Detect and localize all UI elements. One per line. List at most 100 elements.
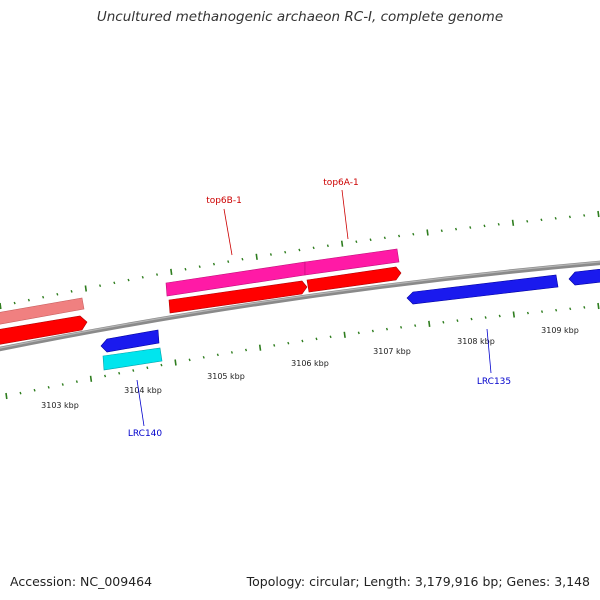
outer-tick xyxy=(56,292,59,296)
inner-tick xyxy=(188,358,191,362)
tick-label: 3104 kbp xyxy=(124,386,162,395)
outer-tick xyxy=(170,268,173,276)
inner-tick xyxy=(146,366,149,370)
tick-label: 3105 kbp xyxy=(207,372,245,381)
gene-arrow-LRC135[interactable] xyxy=(406,274,559,305)
inner-tick xyxy=(202,356,205,359)
genome-backbone xyxy=(0,260,600,352)
outer-tick xyxy=(255,253,258,260)
outer-tick xyxy=(269,253,272,256)
inner-tick xyxy=(104,374,107,378)
inner-tick xyxy=(287,341,290,345)
outer-tick xyxy=(511,219,515,226)
gene-arrow-forward-red-mid[interactable] xyxy=(168,280,308,314)
inner-tick xyxy=(357,331,360,335)
outer-tick xyxy=(383,236,386,240)
inner-tick xyxy=(385,327,389,331)
outer-tick xyxy=(568,215,571,219)
gene-arrow-LRC140[interactable] xyxy=(100,329,160,353)
outer-tick xyxy=(454,227,458,231)
outer-tick xyxy=(70,290,73,293)
inner-tick xyxy=(569,307,572,311)
inner-tick xyxy=(230,351,233,354)
inner-tick xyxy=(301,339,304,343)
inner-tick xyxy=(89,375,93,382)
tick-label: 3106 kbp xyxy=(291,359,329,368)
outer-tick xyxy=(284,250,287,254)
outer-tick xyxy=(369,238,372,242)
inner-tick xyxy=(456,319,459,322)
inner-tick xyxy=(484,316,487,319)
outer-tick xyxy=(497,222,500,226)
inner-tick xyxy=(371,329,374,333)
leader-line-top6B-1 xyxy=(223,208,233,256)
outer-tick-track xyxy=(0,210,600,310)
outer-tick xyxy=(298,248,301,252)
inner-tick xyxy=(258,344,262,351)
gene-arrow-forward-red-left[interactable] xyxy=(0,315,88,346)
outer-tick xyxy=(340,240,344,247)
inner-tick xyxy=(442,320,445,324)
inner-tick xyxy=(5,392,8,400)
outer-tick xyxy=(554,217,557,220)
outer-tick xyxy=(155,273,159,276)
inner-tick xyxy=(583,306,586,309)
outer-tick xyxy=(483,224,486,228)
outer-tick xyxy=(127,278,130,282)
outer-tick xyxy=(141,275,144,279)
gene-arrow-forward-light[interactable] xyxy=(0,297,85,326)
inner-tick xyxy=(498,314,501,318)
inner-tick xyxy=(118,371,121,375)
inner-tick xyxy=(19,391,22,395)
genome-summary-text: Topology: circular; Length: 3,179,916 bp… xyxy=(246,574,590,589)
inner-tick xyxy=(160,363,163,367)
gene-arrow-reverse-edge[interactable] xyxy=(568,268,600,286)
outer-tick xyxy=(241,257,244,261)
inner-tick xyxy=(414,324,417,327)
inner-tick xyxy=(132,369,135,372)
outer-tick xyxy=(326,244,329,248)
inner-tick xyxy=(470,317,473,321)
accession-text: Accession: NC_009464 xyxy=(10,574,153,589)
gene-arrow-reverse-cyan[interactable] xyxy=(102,347,163,371)
tick-label: 3108 kbp xyxy=(457,337,495,346)
outer-tick xyxy=(212,262,216,266)
inner-tick xyxy=(512,311,516,318)
tick-label: 3107 kbp xyxy=(373,347,411,356)
map-title: Uncultured methanogenic archaeon RC-I, c… xyxy=(96,9,504,25)
outer-tick xyxy=(440,229,443,233)
leader-line-top6A-1 xyxy=(341,189,349,240)
outer-tick xyxy=(0,302,2,310)
leader-line-LRC140 xyxy=(136,379,145,427)
tick-label-group: 3103 kbp 3104 kbp 3105 kbp 3106 kbp 3107 kbp… xyxy=(41,326,579,410)
inner-tick xyxy=(33,388,36,392)
gene-label-top6B-1[interactable]: top6B-1 xyxy=(206,196,242,206)
outer-tick xyxy=(84,285,88,292)
outer-tick xyxy=(184,267,187,271)
leader-line-LRC135 xyxy=(486,328,492,374)
inner-tick xyxy=(526,311,529,315)
outer-tick xyxy=(540,218,543,222)
inner-tick xyxy=(244,348,248,352)
tick-label: 3109 kbp xyxy=(541,326,579,335)
outer-tick xyxy=(426,229,429,236)
gene-label-LRC135[interactable]: LRC135 xyxy=(477,377,511,387)
gene-arrow-forward-red-right[interactable] xyxy=(306,266,402,293)
inner-tick xyxy=(174,359,177,366)
inner-tick xyxy=(315,337,318,341)
gene-label-LRC140[interactable]: LRC140 xyxy=(128,429,163,439)
outer-tick xyxy=(398,234,401,238)
outer-tick xyxy=(583,214,586,217)
outer-tick xyxy=(198,265,201,269)
outer-tick xyxy=(412,232,415,236)
inner-tick xyxy=(329,335,332,339)
gene-label-top6A-1[interactable]: top6A-1 xyxy=(323,178,358,188)
outer-tick xyxy=(113,281,116,285)
outer-tick xyxy=(42,295,45,299)
outer-tick xyxy=(27,298,30,302)
inner-tick xyxy=(555,308,558,312)
outer-tick xyxy=(312,246,315,250)
inner-tick xyxy=(61,383,64,386)
gene-arrow-top6A-1[interactable] xyxy=(304,248,400,276)
